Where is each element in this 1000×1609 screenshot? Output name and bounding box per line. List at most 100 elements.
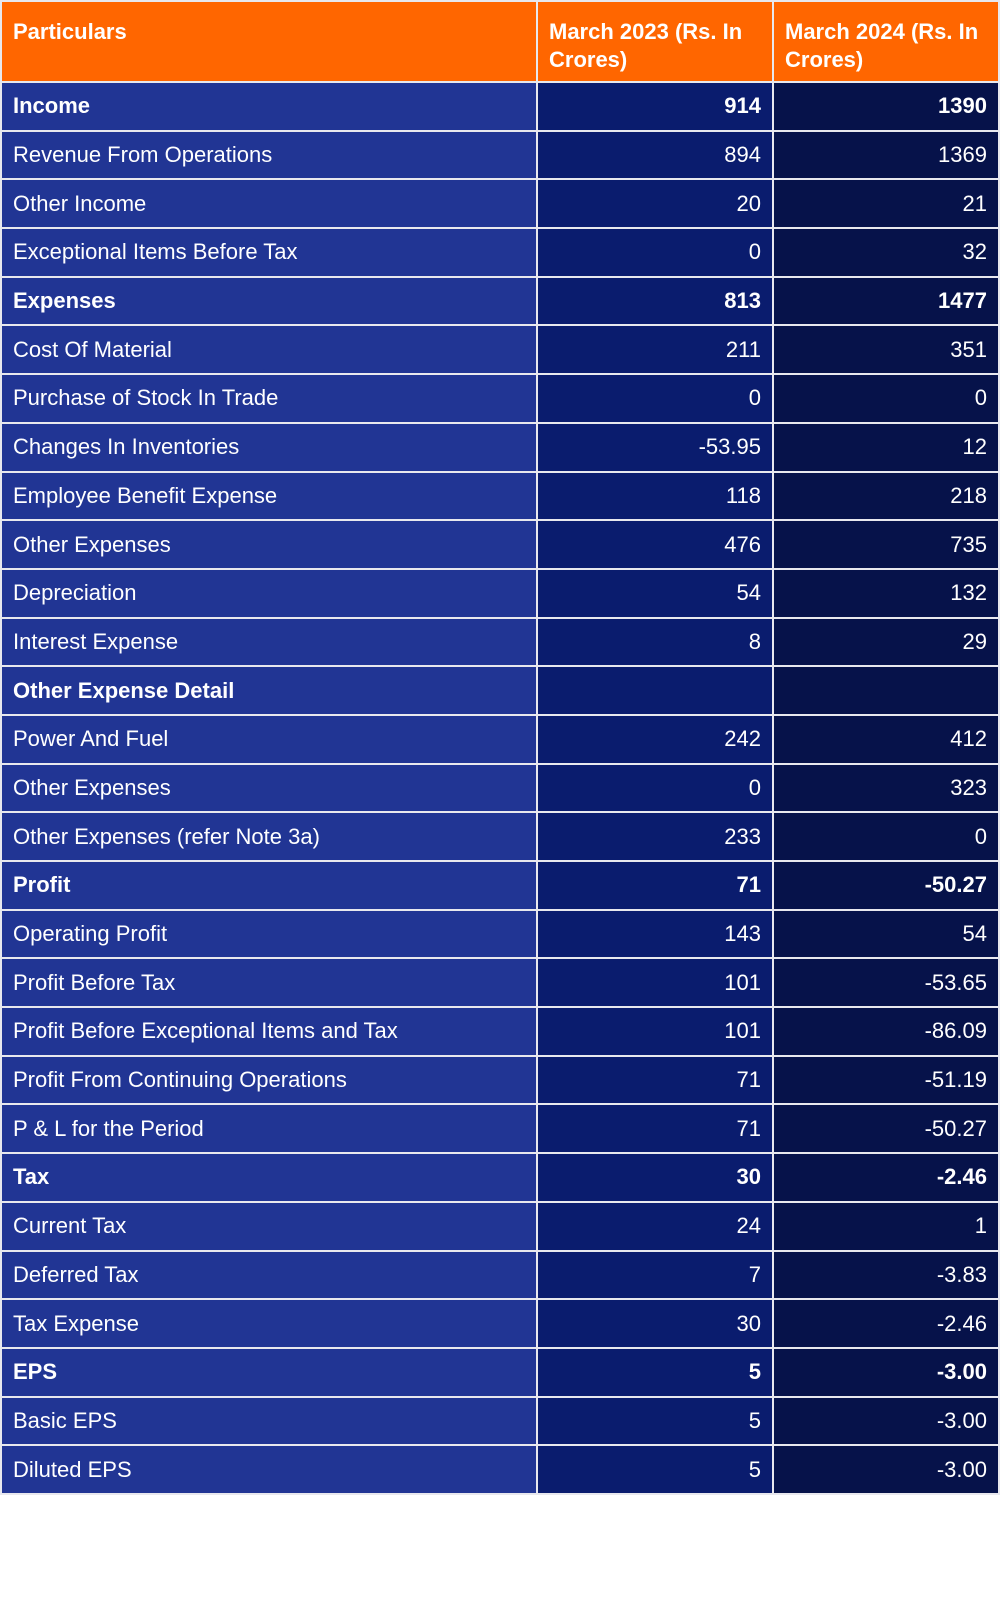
value-2023: 5 [536,1395,774,1447]
value-2024: 32 [772,227,1000,278]
table-row: EPS 5 -3.00 [0,1346,1000,1398]
value-2024: 412 [772,713,1000,765]
header-row: Particulars March 2023 (Rs. In Crores) M… [0,0,1000,83]
value-2023: 20 [536,178,774,230]
row-label: Employee Benefit Expense [0,470,538,522]
value-2023: 476 [536,519,774,570]
row-label: Cost Of Material [0,324,538,376]
value-2024: 735 [772,519,1000,570]
row-label: Current Tax [0,1200,538,1252]
value-2024: 218 [772,470,1000,522]
value-2023: 54 [536,567,774,619]
table-row: Changes In Inventories -53.95 12 [0,421,1000,473]
value-2023: 7 [536,1249,774,1301]
value-2023: 71 [536,1054,774,1106]
row-label: Other Income [0,178,538,230]
header-march-2023: March 2023 (Rs. In Crores) [536,0,774,83]
table-row: Expenses 813 1477 [0,275,1000,327]
row-label: Diluted EPS [0,1444,538,1495]
row-label: Profit Before Exceptional Items and Tax [0,1006,538,1057]
row-label: Depreciation [0,567,538,619]
row-label: Power And Fuel [0,713,538,765]
value-2023: 5 [536,1346,774,1398]
value-2023: 914 [536,81,774,132]
table-row: Purchase of Stock In Trade 0 0 [0,373,1000,424]
table-row: Other Expenses 476 735 [0,519,1000,570]
table-row: Profit From Continuing Operations 71 -51.1… [0,1054,1000,1106]
row-label: Revenue From Operations [0,129,538,181]
table-row: Deferred Tax 7 -3.83 [0,1249,1000,1301]
value-2023: 0 [536,762,774,814]
value-2023: -53.95 [536,421,774,473]
value-2024: -3.00 [772,1444,1000,1495]
row-label: Other Expenses [0,762,538,814]
row-label: Purchase of Stock In Trade [0,373,538,424]
value-2023: 0 [536,227,774,278]
table-row: P & L for the Period 71 -50.27 [0,1103,1000,1155]
value-2023: 5 [536,1444,774,1495]
value-2024: 1477 [772,275,1000,327]
value-2024: 12 [772,421,1000,473]
table-row: Cost Of Material 211 351 [0,324,1000,376]
value-2023: 71 [536,1103,774,1155]
value-2024: 0 [772,811,1000,862]
value-2024: -51.19 [772,1054,1000,1106]
value-2024: -50.27 [772,1103,1000,1155]
value-2024: 1 [772,1200,1000,1252]
value-2024: 323 [772,762,1000,814]
value-2023: 30 [536,1298,774,1349]
value-2023 [536,665,774,716]
value-2023: 813 [536,275,774,327]
value-2023: 0 [536,373,774,424]
table-row: Revenue From Operations 894 1369 [0,129,1000,181]
table-row: Diluted EPS 5 -3.00 [0,1444,1000,1495]
row-label: Other Expenses [0,519,538,570]
value-2023: 8 [536,616,774,668]
table-row: Tax Expense 30 -2.46 [0,1298,1000,1349]
row-label: P & L for the Period [0,1103,538,1155]
value-2024: -53.65 [772,957,1000,1009]
row-label: Basic EPS [0,1395,538,1447]
table-row: Other Expenses 0 323 [0,762,1000,814]
value-2024: -3.00 [772,1395,1000,1447]
row-label: Operating Profit [0,908,538,960]
value-2024: 1390 [772,81,1000,132]
row-label: Changes In Inventories [0,421,538,473]
value-2023: 101 [536,1006,774,1057]
row-label: Profit From Continuing Operations [0,1054,538,1106]
row-label: Other Expenses (refer Note 3a) [0,811,538,862]
value-2024: 21 [772,178,1000,230]
value-2023: 242 [536,713,774,765]
value-2024: -86.09 [772,1006,1000,1057]
value-2023: 30 [536,1152,774,1203]
row-label: Income [0,81,538,132]
value-2023: 71 [536,860,774,911]
value-2024: -2.46 [772,1152,1000,1203]
value-2024: -2.46 [772,1298,1000,1349]
row-label: Other Expense Detail [0,665,538,716]
table-row: Tax 30 -2.46 [0,1152,1000,1203]
table-row: Basic EPS 5 -3.00 [0,1395,1000,1447]
header-march-2024: March 2024 (Rs. In Crores) [772,0,1000,83]
value-2024: -3.83 [772,1249,1000,1301]
value-2023: 894 [536,129,774,181]
table-row: Current Tax 24 1 [0,1200,1000,1252]
value-2024: 1369 [772,129,1000,181]
table-row: Other Expenses (refer Note 3a) 233 0 [0,811,1000,862]
value-2023: 101 [536,957,774,1009]
header-particulars: Particulars [0,0,538,83]
row-label: Deferred Tax [0,1249,538,1301]
table-row: Power And Fuel 242 412 [0,713,1000,765]
row-label: Exceptional Items Before Tax [0,227,538,278]
row-label: EPS [0,1346,538,1398]
table-row: Profit Before Tax 101 -53.65 [0,957,1000,1009]
value-2024 [772,665,1000,716]
row-label: Profit Before Tax [0,957,538,1009]
table-row: Interest Expense 8 29 [0,616,1000,668]
value-2024: 29 [772,616,1000,668]
value-2024: -50.27 [772,860,1000,911]
value-2023: 143 [536,908,774,960]
row-label: Profit [0,860,538,911]
value-2023: 211 [536,324,774,376]
value-2023: 118 [536,470,774,522]
